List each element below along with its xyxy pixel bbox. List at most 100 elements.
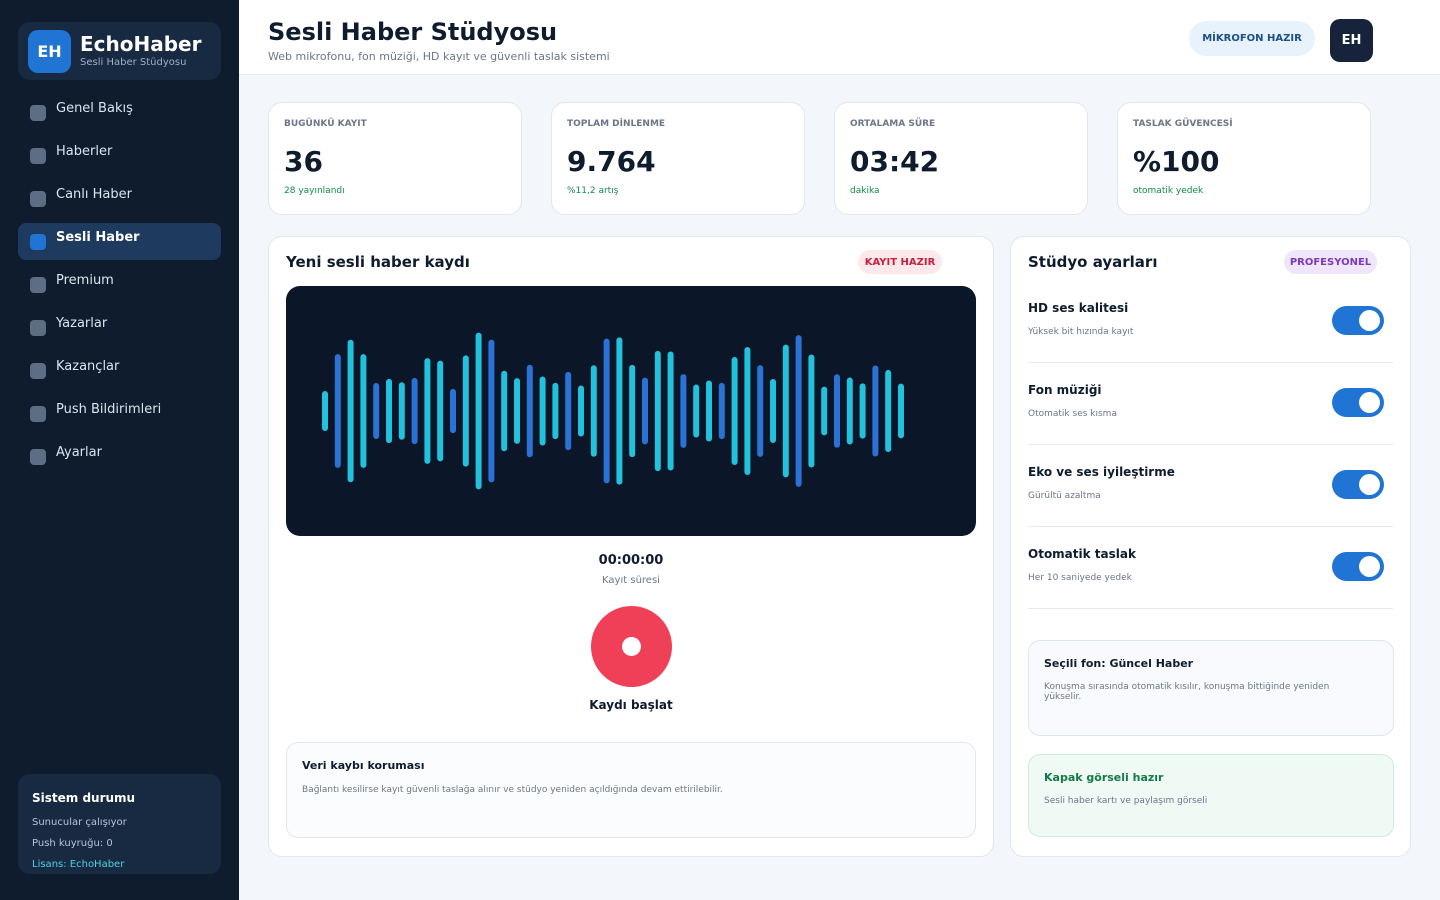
wave-bar [885,369,892,453]
wave-bar [462,355,469,467]
fon-text: Konuşma sırasında otomatik kısılır, konu… [1044,682,1330,702]
nav-label: Ayarlar [56,445,102,460]
record-label[interactable]: Kaydı başlat [589,698,673,712]
toggle[interactable] [1332,470,1384,499]
setting-desc: Otomatik ses kısma [1028,409,1117,419]
brand-subtitle: Sesli Haber Stüdyosu [80,57,187,68]
system-title: Sistem durumu [32,791,136,805]
nav-item[interactable]: Genel Bakış [18,94,221,131]
wave-bar [693,384,700,438]
wave-bar [846,377,853,445]
wave-bar [437,360,444,462]
wave-bar [731,356,738,466]
wave-bar [654,350,661,472]
wave-bar [475,332,482,490]
setting-name: Fon müziği [1028,383,1102,397]
recorder-title: Yeni sesli haber kaydı [286,253,470,271]
toggle[interactable] [1332,552,1384,581]
stat-label: TOPLAM DİNLENME [567,119,666,129]
toggle[interactable] [1332,306,1384,335]
toggle[interactable] [1332,388,1384,417]
wave-bar [642,377,648,445]
cover-card: Kapak görseli hazır Sesli haber kartı ve… [1028,754,1394,837]
wave-bar [552,382,559,440]
logo: EH [28,30,71,73]
wave-bar [808,354,815,468]
separator [1028,526,1393,527]
wave-bar [744,347,751,475]
nav-icon [30,148,46,164]
notice-text: Bağlantı kesilirse kayıt güvenli taslağa… [302,785,723,795]
avatar[interactable]: EH [1330,19,1373,62]
wave-bar [795,335,802,487]
nav-item[interactable]: Yazarlar [18,309,221,346]
wave-bar [629,364,636,458]
nav-item[interactable]: Haberler [18,137,221,174]
wave-bar [565,371,572,451]
nav-icon [30,320,46,336]
stat-note: 28 yayınlandı [284,186,345,196]
stat-value: 36 [284,145,323,178]
wave-bar [821,386,828,436]
wave-bar [578,385,584,437]
wave-bar [757,365,764,457]
mic-status[interactable]: MİKROFON HAZIR [1189,21,1315,56]
fon-card: Seçili fon: Güncel Haber Konuşma sırasın… [1028,640,1394,736]
stat-card: BUGÜNKÜ KAYIT 36 28 yayınlandı [268,102,522,215]
nav-icon [30,406,46,422]
nav-item[interactable]: Premium [18,266,221,303]
wave-bar [872,365,879,457]
stat-value: 9.764 [567,145,656,178]
waveform [286,286,976,536]
wave-bar [386,378,392,444]
nav-label: Canlı Haber [56,187,132,202]
nav-icon [30,234,46,250]
separator [1028,444,1393,445]
setting-name: HD ses kalitesi [1028,301,1129,315]
record-button[interactable] [591,606,672,687]
wave-bar [526,364,533,458]
stat-label: ORTALAMA SÜRE [850,119,936,129]
stat-label: BUGÜNKÜ KAYIT [284,119,367,129]
setting-name: Eko ve ses iyileştirme [1028,465,1175,479]
settings-title: Stüdyo ayarları [1028,253,1158,271]
page-title: Sesli Haber Stüdyosu [268,18,558,46]
stat-note: %11,2 artış [567,186,619,196]
wave-bar [706,380,712,442]
nav-item[interactable]: Push Bildirimleri [18,395,221,432]
header: Sesli Haber Stüdyosu Web mikrofonu, fon … [239,0,1440,75]
wave-bar [398,382,405,440]
system-line: Lisans: EchoHaber [32,859,125,870]
page-subtitle: Web mikrofonu, fon müziği, HD kayıt ve g… [268,50,610,63]
nav-item[interactable]: Sesli Haber [18,223,221,260]
wave-bar [501,370,508,452]
stat-card: ORTALAMA SÜRE 03:42 dakika [834,102,1088,215]
brand: EH EchoHaber Sesli Haber Stüdyosu [18,22,221,80]
nav-label: Sesli Haber [56,230,140,245]
nav-label: Kazançlar [56,359,120,374]
stat-note: dakika [850,186,880,196]
separator [1028,608,1393,609]
wave-bar [539,376,546,446]
stat-card: TASLAK GÜVENCESİ %100 otomatik yedek [1117,102,1371,215]
nav-item[interactable]: Canlı Haber [18,180,221,217]
nav-icon [30,363,46,379]
nav-icon [30,449,46,465]
wave-bar [514,378,520,444]
wave-bar [616,337,623,485]
stat-note: otomatik yedek [1133,186,1204,196]
timer-label: Kayıt süresi [602,575,660,586]
nav-item[interactable]: Kazançlar [18,352,221,389]
system-line: Sunucular çalışıyor [32,817,127,828]
fon-title: Seçili fon: Güncel Haber [1044,657,1194,670]
nav-icon [30,191,46,207]
wave-bar [770,378,776,444]
notice: Veri kaybı koruması Bağlantı kesilirse k… [286,742,976,838]
setting-desc: Gürültü azaltma [1028,491,1101,501]
nav-icon [30,277,46,293]
brand-name: EchoHaber [80,32,202,56]
stat-label: TASLAK GÜVENCESİ [1133,119,1233,129]
wave-bar [450,388,456,434]
nav-item[interactable]: Ayarlar [18,438,221,475]
